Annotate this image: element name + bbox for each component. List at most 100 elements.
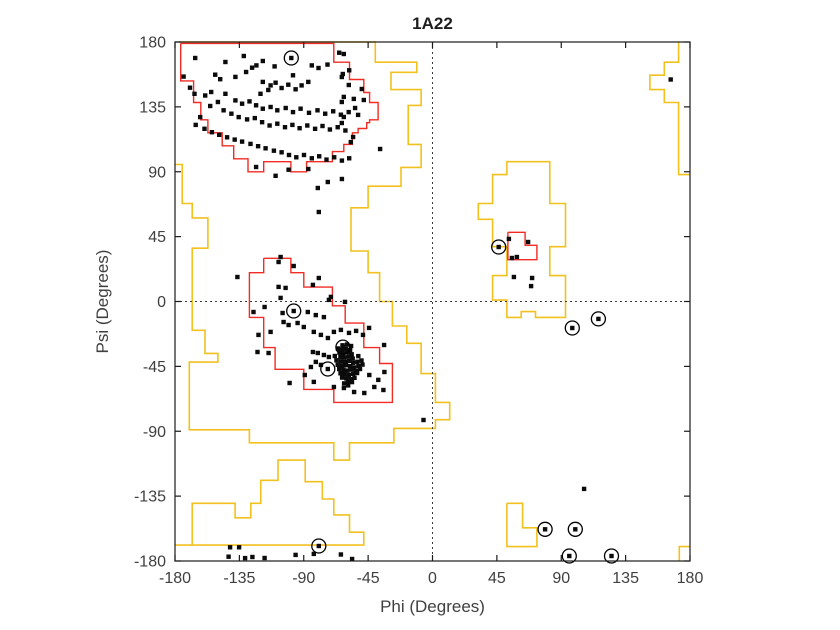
data-point (529, 275, 535, 281)
x-tick-label: -135 (223, 570, 255, 587)
data-point (293, 552, 298, 558)
data-point (346, 383, 351, 388)
data-point (282, 125, 288, 130)
data-point (290, 122, 295, 128)
data-point (267, 123, 272, 128)
data-point (202, 126, 207, 131)
data-point (347, 156, 352, 161)
data-point (356, 364, 361, 369)
data-point (232, 137, 237, 142)
data-point (278, 254, 283, 260)
data-point (351, 360, 356, 366)
y-tick-label: 90 (148, 164, 166, 181)
data-point (301, 324, 306, 330)
data-point (226, 554, 231, 559)
data-point (509, 255, 515, 261)
data-point (334, 358, 339, 363)
data-point (357, 366, 363, 372)
data-point (253, 103, 259, 108)
data-point (354, 370, 360, 376)
y-tick-label: 180 (139, 35, 166, 52)
outlier-circle-icon (283, 50, 299, 66)
data-point (209, 130, 215, 135)
outlier-point (325, 366, 330, 372)
data-point (324, 157, 329, 162)
data-point (351, 389, 357, 395)
data-point (217, 132, 222, 137)
data-point (337, 50, 342, 55)
data-point (244, 117, 250, 122)
data-point (310, 282, 316, 288)
data-point (311, 379, 316, 385)
data-point (344, 376, 349, 381)
core-region-contours (179, 42, 538, 404)
y-tick-label: -180 (134, 554, 166, 571)
data-point (305, 309, 310, 315)
data-point (337, 366, 342, 372)
data-point (346, 82, 351, 88)
data-point (249, 65, 255, 70)
data-point (286, 82, 291, 87)
data-point (331, 329, 337, 335)
data-point (302, 372, 307, 378)
data-point (341, 94, 346, 100)
data-point (325, 62, 330, 67)
outlier-circle-icon (567, 521, 583, 537)
data-point (338, 552, 344, 557)
data-point (247, 99, 252, 104)
data-point (318, 362, 324, 368)
data-point (291, 263, 296, 269)
data-point (316, 65, 321, 71)
data-point (340, 71, 345, 77)
data-point (235, 274, 240, 280)
data-point (341, 381, 347, 386)
data-point (306, 79, 311, 85)
data-point (250, 554, 255, 560)
outlier-markers (283, 50, 620, 564)
outlier-point (291, 308, 296, 314)
data-point (275, 108, 280, 113)
data-point (239, 101, 245, 106)
data-point (349, 352, 354, 357)
data-point (348, 377, 353, 382)
data-point (278, 295, 283, 301)
data-point (581, 486, 587, 492)
data-point (352, 105, 358, 111)
data-point (318, 332, 324, 338)
x-tick-label: -180 (159, 570, 191, 587)
data-point (339, 375, 345, 380)
data-point (360, 332, 366, 338)
outlier-circle-icon (491, 239, 507, 255)
data-point (262, 304, 267, 310)
data-point (309, 156, 314, 161)
data-point (331, 109, 336, 114)
allowed-region-contour (175, 41, 451, 461)
data-point (313, 312, 318, 318)
data-point (236, 114, 241, 120)
data-point (273, 80, 278, 85)
y-tick-label: -45 (143, 359, 166, 376)
data-point (345, 368, 350, 373)
data-point (279, 150, 284, 155)
data-point (343, 363, 349, 368)
x-tick-label: -45 (357, 570, 380, 587)
data-point (272, 64, 277, 69)
data-point (341, 351, 346, 356)
data-point (268, 329, 273, 335)
data-point (335, 346, 341, 351)
data-point (295, 320, 300, 326)
data-point (287, 380, 292, 386)
data-point (315, 108, 320, 113)
data-point (366, 325, 372, 331)
x-tick-label: 45 (488, 570, 506, 587)
data-point (215, 99, 221, 105)
data-point (381, 342, 387, 348)
data-point (362, 390, 367, 396)
data-point (355, 112, 361, 118)
allowed-region-contour (678, 545, 690, 561)
data-point (260, 58, 265, 64)
data-point (255, 349, 260, 355)
data-point (279, 85, 284, 91)
data-point (339, 158, 345, 163)
data-point (338, 354, 343, 360)
